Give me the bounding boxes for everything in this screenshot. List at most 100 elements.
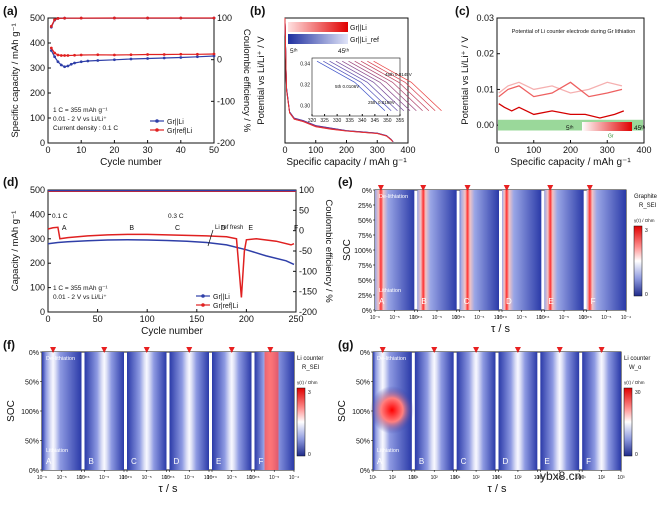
marker-triangle	[50, 347, 57, 353]
strip-label: C	[461, 457, 467, 466]
side-title: Graphite	[634, 194, 658, 200]
point-label: A	[62, 225, 67, 232]
soc-tick-label: 0%	[362, 188, 372, 195]
y-axis-title: Potential vs Li/Li⁺ / V	[256, 36, 267, 125]
inset-x-tick: 355	[396, 118, 405, 124]
inset-y-tick: 0.30	[300, 103, 310, 109]
soc-tick-label: 0%	[362, 308, 372, 315]
note-text: 1 C = 355 mAh g⁻¹	[53, 285, 108, 292]
x-tick-label: 250	[288, 314, 303, 324]
strip-label: D	[174, 457, 180, 466]
colorbar	[296, 387, 306, 457]
tau-tick-label: 10⁻⁵	[184, 475, 194, 481]
strip-label: A	[379, 297, 385, 306]
tau-tick-label: 10⁻⁴	[161, 475, 171, 481]
top-text: De-lithiation	[46, 356, 75, 362]
tau-tick-label: 10⁻⁵	[99, 475, 109, 481]
inset-curve	[316, 60, 386, 111]
inset-curve	[354, 60, 423, 111]
point-label: B	[129, 225, 134, 232]
legend-label: Gr||Li	[167, 119, 184, 126]
inset-x-tick: 340	[358, 118, 367, 124]
y-tick-label: 0.01	[476, 84, 494, 94]
x-tick-label: 0	[494, 145, 499, 155]
data-point	[56, 60, 60, 64]
y-axis-title: SOC	[337, 400, 348, 422]
series-line	[50, 50, 215, 68]
marker-triangle	[143, 347, 150, 353]
side-subtitle: R_SEI	[639, 203, 657, 209]
tau-tick-label: 10³	[576, 475, 584, 481]
strip-label: E	[216, 457, 221, 466]
y-tick-label: 500	[30, 185, 45, 195]
tau-tick-label: 10³	[492, 475, 500, 481]
tau-tick-label: 10⁻⁶	[455, 315, 465, 321]
soc-tick-label: 100%	[352, 409, 370, 416]
series-line	[498, 81, 623, 98]
tau-tick-label: 10¹	[579, 475, 587, 481]
data-point	[56, 17, 60, 20]
panel-label-e: (e)	[338, 175, 353, 189]
heatmap-frame	[372, 351, 622, 471]
y-tick-label: 400	[30, 209, 45, 219]
heatmap-strip	[502, 190, 542, 310]
soc-tick-label: 100%	[21, 409, 39, 416]
strip-label: A	[377, 457, 383, 466]
soc-tick-label: 0%	[29, 350, 39, 357]
inset-x-tick: 330	[333, 118, 342, 124]
soc-tick-label: 75%	[358, 233, 372, 240]
rate-label: 0.1 C	[52, 213, 68, 220]
x-tick-label: 10	[76, 145, 86, 155]
y2-tick-label: -50	[299, 246, 312, 256]
data-point	[69, 62, 73, 66]
strip-label: A	[46, 457, 52, 466]
tau-tick-label: 10⁻⁶	[370, 315, 380, 321]
marker-triangle	[186, 347, 193, 353]
y-axis-title: Specific capacity / mAh g⁻¹	[10, 23, 21, 137]
tau-tick-label: 10⁻⁶	[207, 475, 217, 481]
data-point	[86, 59, 90, 63]
data-point	[59, 63, 63, 67]
panel-title: Potential of Li counter electrode during…	[512, 29, 636, 35]
y-axis-title: Capacity / mAh g⁻¹	[10, 211, 21, 292]
x-tick-label: 100	[308, 145, 323, 155]
heatmap-strip	[375, 190, 415, 310]
data-point	[59, 54, 63, 57]
watermark: ybx8.cn	[540, 469, 581, 483]
note-text: 1 C = 355 mAh g⁻¹	[53, 107, 108, 114]
x-tick-label: 200	[339, 145, 354, 155]
note-text: 0.01 - 2 V vs Li/Li⁺	[53, 294, 107, 301]
bottom-text: Lithiation	[377, 448, 399, 454]
data-point	[146, 53, 150, 56]
soc-tick-label: 50%	[356, 380, 370, 387]
tau-tick-label: 10⁻⁶	[412, 315, 422, 321]
x-tick-label: 0	[45, 314, 50, 324]
soc-tick-label: 50%	[358, 278, 372, 285]
y2-tick-label: -200	[217, 138, 235, 148]
heatmap-strip	[582, 352, 621, 470]
marker-triangle	[420, 185, 427, 191]
heatmap-strip	[456, 352, 496, 470]
tau-tick-label: 10⁻⁵	[57, 475, 67, 481]
data-point	[73, 53, 76, 57]
tau-tick-label: 10³	[534, 475, 542, 481]
tau-tick-label: 10⁻⁶	[164, 475, 174, 481]
bottom-text: Lithiation	[46, 448, 68, 454]
cbar-max: 30	[635, 390, 641, 396]
tau-tick-label: 10⁻⁴	[204, 475, 214, 481]
inset-curve	[323, 60, 392, 111]
legend-label: Gr|ref|Li	[167, 128, 192, 135]
strip-label: F	[591, 297, 596, 306]
y-tick-label: 400	[30, 38, 45, 48]
x-axis-title: τ / s	[487, 483, 507, 495]
inset-note: 45th 0.0145V	[385, 72, 412, 77]
marker-triangle	[464, 185, 471, 191]
cbar-min: 0	[635, 452, 638, 458]
x-tick-label: 0	[282, 145, 287, 155]
y2-axis-title: Coulombic efficiency / %	[323, 199, 334, 303]
marker-triangle	[379, 347, 386, 353]
marker-triangle	[586, 185, 593, 191]
inset-x-tick: 345	[371, 118, 380, 124]
tau-tick-label: 10¹	[495, 475, 503, 481]
data-point	[179, 16, 183, 20]
